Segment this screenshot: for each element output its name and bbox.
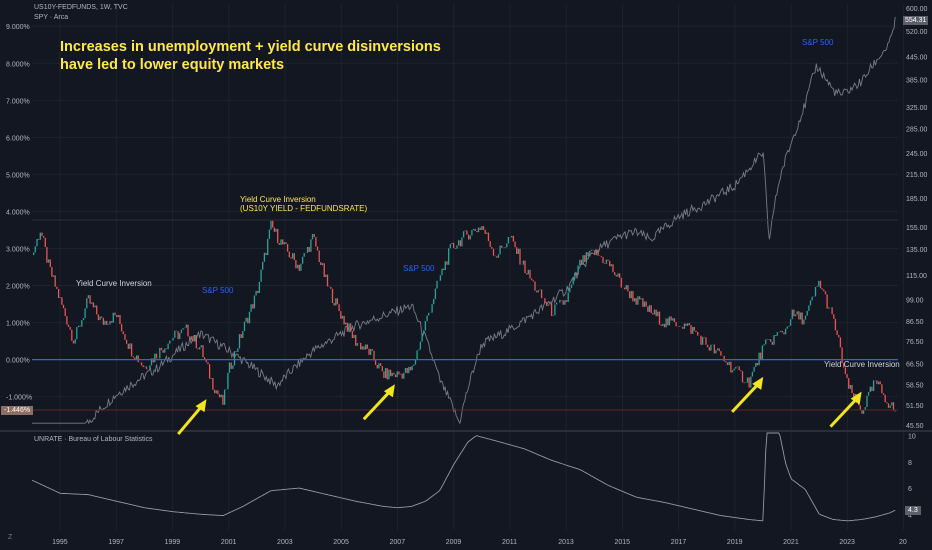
x-tick-label: 20 xyxy=(899,539,907,546)
headline-line-1: Increases in unemployment + yield curve … xyxy=(60,39,441,55)
zero-line xyxy=(32,219,898,411)
unrate-last-badge: 4.3 xyxy=(905,506,921,515)
x-tick-label: 2017 xyxy=(671,539,687,546)
spread-last-badge: -1.446% xyxy=(1,406,34,415)
right-tick-label: 185.00 xyxy=(906,196,928,203)
right-tick-label: 385.00 xyxy=(906,78,928,85)
sp500-label-1: S&P 500 xyxy=(202,286,234,295)
unrate-label[interactable]: UNRATE · Bureau of Labour Statistics xyxy=(34,436,153,443)
right-tick-label: 445.00 xyxy=(906,54,928,61)
inversion-title: Yield Curve Inversion xyxy=(240,195,316,204)
right-tick-label: 58.50 xyxy=(906,382,924,389)
unrate-tick-label: 8 xyxy=(908,460,912,467)
left-tick-label: 0.000% xyxy=(6,358,30,365)
x-tick-label: 2019 xyxy=(727,539,743,546)
unrate-tick-label: 4 xyxy=(908,512,912,519)
sub-line[interactable]: SPY · Arca xyxy=(34,14,69,21)
right-tick-label: 285.00 xyxy=(906,126,928,133)
unrate-tick-label: 10 xyxy=(908,434,916,441)
arrow-head xyxy=(752,376,764,390)
x-tick-label: 2001 xyxy=(221,539,237,546)
unrate-line xyxy=(31,432,896,522)
x-tick-label: 2023 xyxy=(839,539,855,546)
right-tick-label: 86.50 xyxy=(906,319,924,326)
right-tick-label: 520.00 xyxy=(906,29,928,36)
x-tick-label: 2021 xyxy=(783,539,799,546)
right-tick-label: 115.00 xyxy=(906,273,927,280)
headline-line-2: have led to lower equity markets xyxy=(60,57,285,73)
arrow-shaft xyxy=(177,403,205,436)
arrow-shaft xyxy=(829,395,860,428)
headline: Increases in unemployment + yield curve … xyxy=(60,38,441,74)
x-tick-label: 2005 xyxy=(333,539,349,546)
right-tick-label: 215.00 xyxy=(906,172,928,179)
right-tick-label: 245.00 xyxy=(906,151,928,158)
timezone-z-button[interactable]: Z xyxy=(8,534,13,541)
arrow-head xyxy=(195,399,207,413)
left-tick-label: -1.000% xyxy=(6,395,32,402)
grid xyxy=(32,4,905,530)
left-tick-label: 4.000% xyxy=(6,209,30,216)
inversion-formula: (US10Y YIELD - FEDFUNDSRATE) xyxy=(240,204,368,213)
spy-series xyxy=(32,16,896,425)
right-tick-label: 45.50 xyxy=(906,423,924,430)
left-tick-label: 8.000% xyxy=(6,61,30,68)
x-tick-label: 1999 xyxy=(165,539,181,546)
right-tick-label: 99.00 xyxy=(906,297,924,304)
x-tick-label: 2011 xyxy=(502,539,517,546)
x-tick-label: 1997 xyxy=(108,539,124,546)
x-tick-label: 1995 xyxy=(52,539,68,546)
x-axis: 1995 1997 1999 2001 2003 2005 2007 2009 2011 2013… xyxy=(52,539,907,546)
arrow-head xyxy=(850,391,862,405)
x-tick-label: 2015 xyxy=(614,539,630,546)
arrow-shaft xyxy=(731,380,762,413)
right-tick-label: 600.00 xyxy=(906,6,928,13)
spy-line xyxy=(32,16,896,425)
left-tick-label: 2.000% xyxy=(6,284,30,291)
arrow-shaft xyxy=(362,388,393,421)
sp500-label-3: S&P 500 xyxy=(802,38,834,47)
x-tick-label: 2009 xyxy=(446,539,462,546)
arrow-head xyxy=(383,384,395,398)
right-axis: 600.00 520.00 445.00 385.00 325.00 285.00 245.… xyxy=(906,6,928,430)
left-axis: 9.000% 8.000% 7.000% 6.000% 5.000% 4.000% 3.00… xyxy=(6,24,32,401)
inversion-right-label: Yield Curve Inversion xyxy=(824,360,900,369)
left-tick-label: 1.000% xyxy=(6,321,30,328)
unrate-series xyxy=(31,432,896,522)
x-tick-label: 2003 xyxy=(277,539,293,546)
left-tick-label: 3.000% xyxy=(6,246,30,253)
left-tick-label: 5.000% xyxy=(6,172,30,179)
right-tick-label: 155.00 xyxy=(906,225,928,232)
arrows xyxy=(177,376,862,436)
sp500-label-2: S&P 500 xyxy=(403,264,435,273)
symbol-line[interactable]: US10Y-FEDFUNDS, 1W, TVC xyxy=(34,4,128,11)
right-tick-label: 325.00 xyxy=(906,105,928,112)
x-tick-label: 2013 xyxy=(558,539,574,546)
spread-series xyxy=(33,220,896,414)
right-tick-label: 66.50 xyxy=(906,362,924,369)
left-tick-label: 9.000% xyxy=(6,24,30,31)
inversion-left-label: Yield Curve Inversion xyxy=(76,279,152,288)
unrate-tick-label: 6 xyxy=(908,486,912,493)
left-tick-label: 7.000% xyxy=(6,98,30,105)
spy-last-badge: 554.31 xyxy=(903,16,929,25)
x-tick-label: 2007 xyxy=(390,539,406,546)
right-tick-label: 51.50 xyxy=(906,403,924,410)
right-tick-label: 135.00 xyxy=(906,247,928,254)
left-tick-label: 6.000% xyxy=(6,135,30,142)
unrate-axis: 10 8 6 4 xyxy=(908,434,916,520)
right-tick-label: 76.50 xyxy=(906,339,924,346)
